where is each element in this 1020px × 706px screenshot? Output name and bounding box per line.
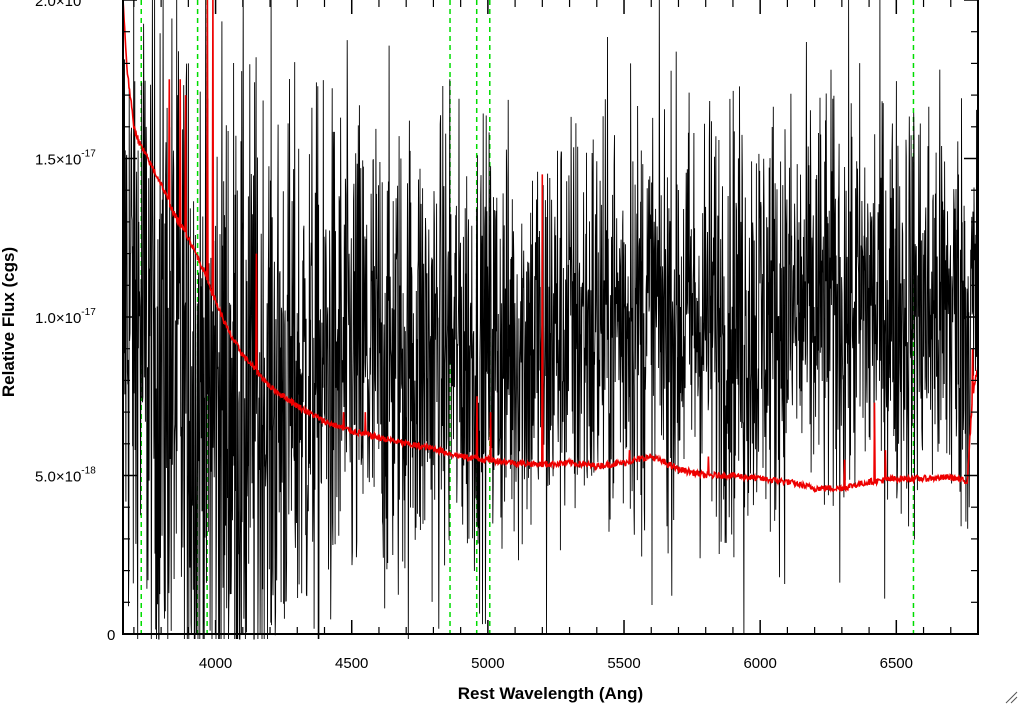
x-tick-label: 4000: [199, 655, 232, 672]
y-tick-label: 0: [107, 627, 115, 644]
x-tick-label: 4500: [335, 655, 368, 672]
y-tick-exponent: -17: [81, 149, 96, 160]
model-spectrum-line: [122, 0, 979, 494]
y-tick-mantissa: 1.0×10: [35, 310, 81, 327]
x-tick-label: 6000: [743, 655, 776, 672]
y-tick-mantissa: 5.0×10: [35, 469, 81, 486]
series-layer: [122, 0, 979, 640]
y-tick-label: 5.0×10-18: [35, 466, 96, 486]
y-tick-mantissa: 2.0×10: [35, 0, 81, 10]
y-tick-mantissa: 1.5×10: [35, 152, 81, 169]
y-tick-label: 1.5×10-17: [35, 149, 96, 169]
x-tick-label: 5000: [471, 655, 504, 672]
y-tick-label: 2.0×10-17: [35, 0, 96, 10]
x-tick-label: 6500: [880, 655, 913, 672]
x-axis-ticks: 4000 4500 5000 5500 6000 6500: [133, 0, 979, 672]
observed-spectrum-line: [122, 0, 979, 640]
plot-frame: [122, 0, 979, 635]
resize-grip-icon[interactable]: [1004, 690, 1018, 704]
y-tick-exponent: -17: [81, 307, 96, 318]
y-axis-title: Relative Flux (cgs): [0, 247, 18, 397]
y-tick-label: 1.0×10-17: [35, 307, 96, 327]
y-axis-ticks: 05.0×10-181.0×10-171.5×10-172.0×10-17: [35, 0, 978, 644]
y-tick-exponent: -18: [81, 466, 96, 477]
y-tick-exponent: -17: [81, 0, 96, 1]
x-axis-title: Rest Wavelength (Ang): [458, 684, 643, 703]
y-tick-mantissa: 0: [107, 627, 115, 644]
x-tick-label: 5500: [607, 655, 640, 672]
